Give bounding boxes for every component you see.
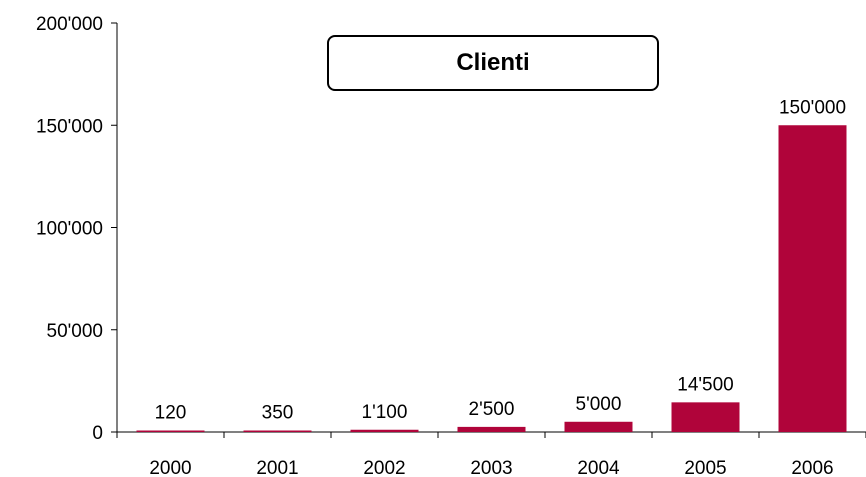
chart-labels: 0 50'000 100'000 150'000 200'000 120 2000 350 20… [36, 14, 846, 477]
x-tick-label-2000: 2000 [149, 458, 191, 477]
x-tick-label-2001: 2001 [256, 458, 298, 477]
data-label-2001: 350 [262, 403, 294, 424]
data-label-2006: 150'000 [779, 97, 846, 118]
x-tick-label-2005: 2005 [684, 458, 726, 477]
chart-title: Clienti [456, 49, 530, 76]
chart-bars [136, 125, 847, 432]
x-tick-label-2004: 2004 [577, 458, 620, 477]
data-label-2005: 14'500 [677, 374, 733, 395]
bar-2000 [136, 430, 205, 432]
x-tick-label-2003: 2003 [470, 458, 512, 477]
bar-2001 [243, 430, 312, 432]
chart-title-box: Clienti [327, 35, 659, 91]
x-tick-label-2006: 2006 [791, 458, 833, 477]
data-label-2004: 5'000 [576, 394, 622, 415]
bar-2004 [564, 421, 633, 432]
y-tick-label: 0 [92, 423, 103, 444]
bar-2005 [671, 402, 740, 432]
data-label-2000: 120 [155, 403, 187, 424]
data-label-2003: 2'500 [469, 399, 515, 420]
data-label-2002: 1'100 [362, 402, 408, 423]
y-tick-label: 50'000 [47, 321, 103, 342]
y-tick-label: 200'000 [36, 14, 103, 35]
y-tick-label: 150'000 [36, 116, 103, 137]
bar-2002 [350, 429, 419, 432]
x-tick-label-2002: 2002 [363, 458, 405, 477]
chart-axes [111, 22, 866, 438]
bar-2006 [778, 125, 847, 432]
bar-2003 [457, 426, 526, 432]
y-tick-label: 100'000 [36, 219, 103, 240]
